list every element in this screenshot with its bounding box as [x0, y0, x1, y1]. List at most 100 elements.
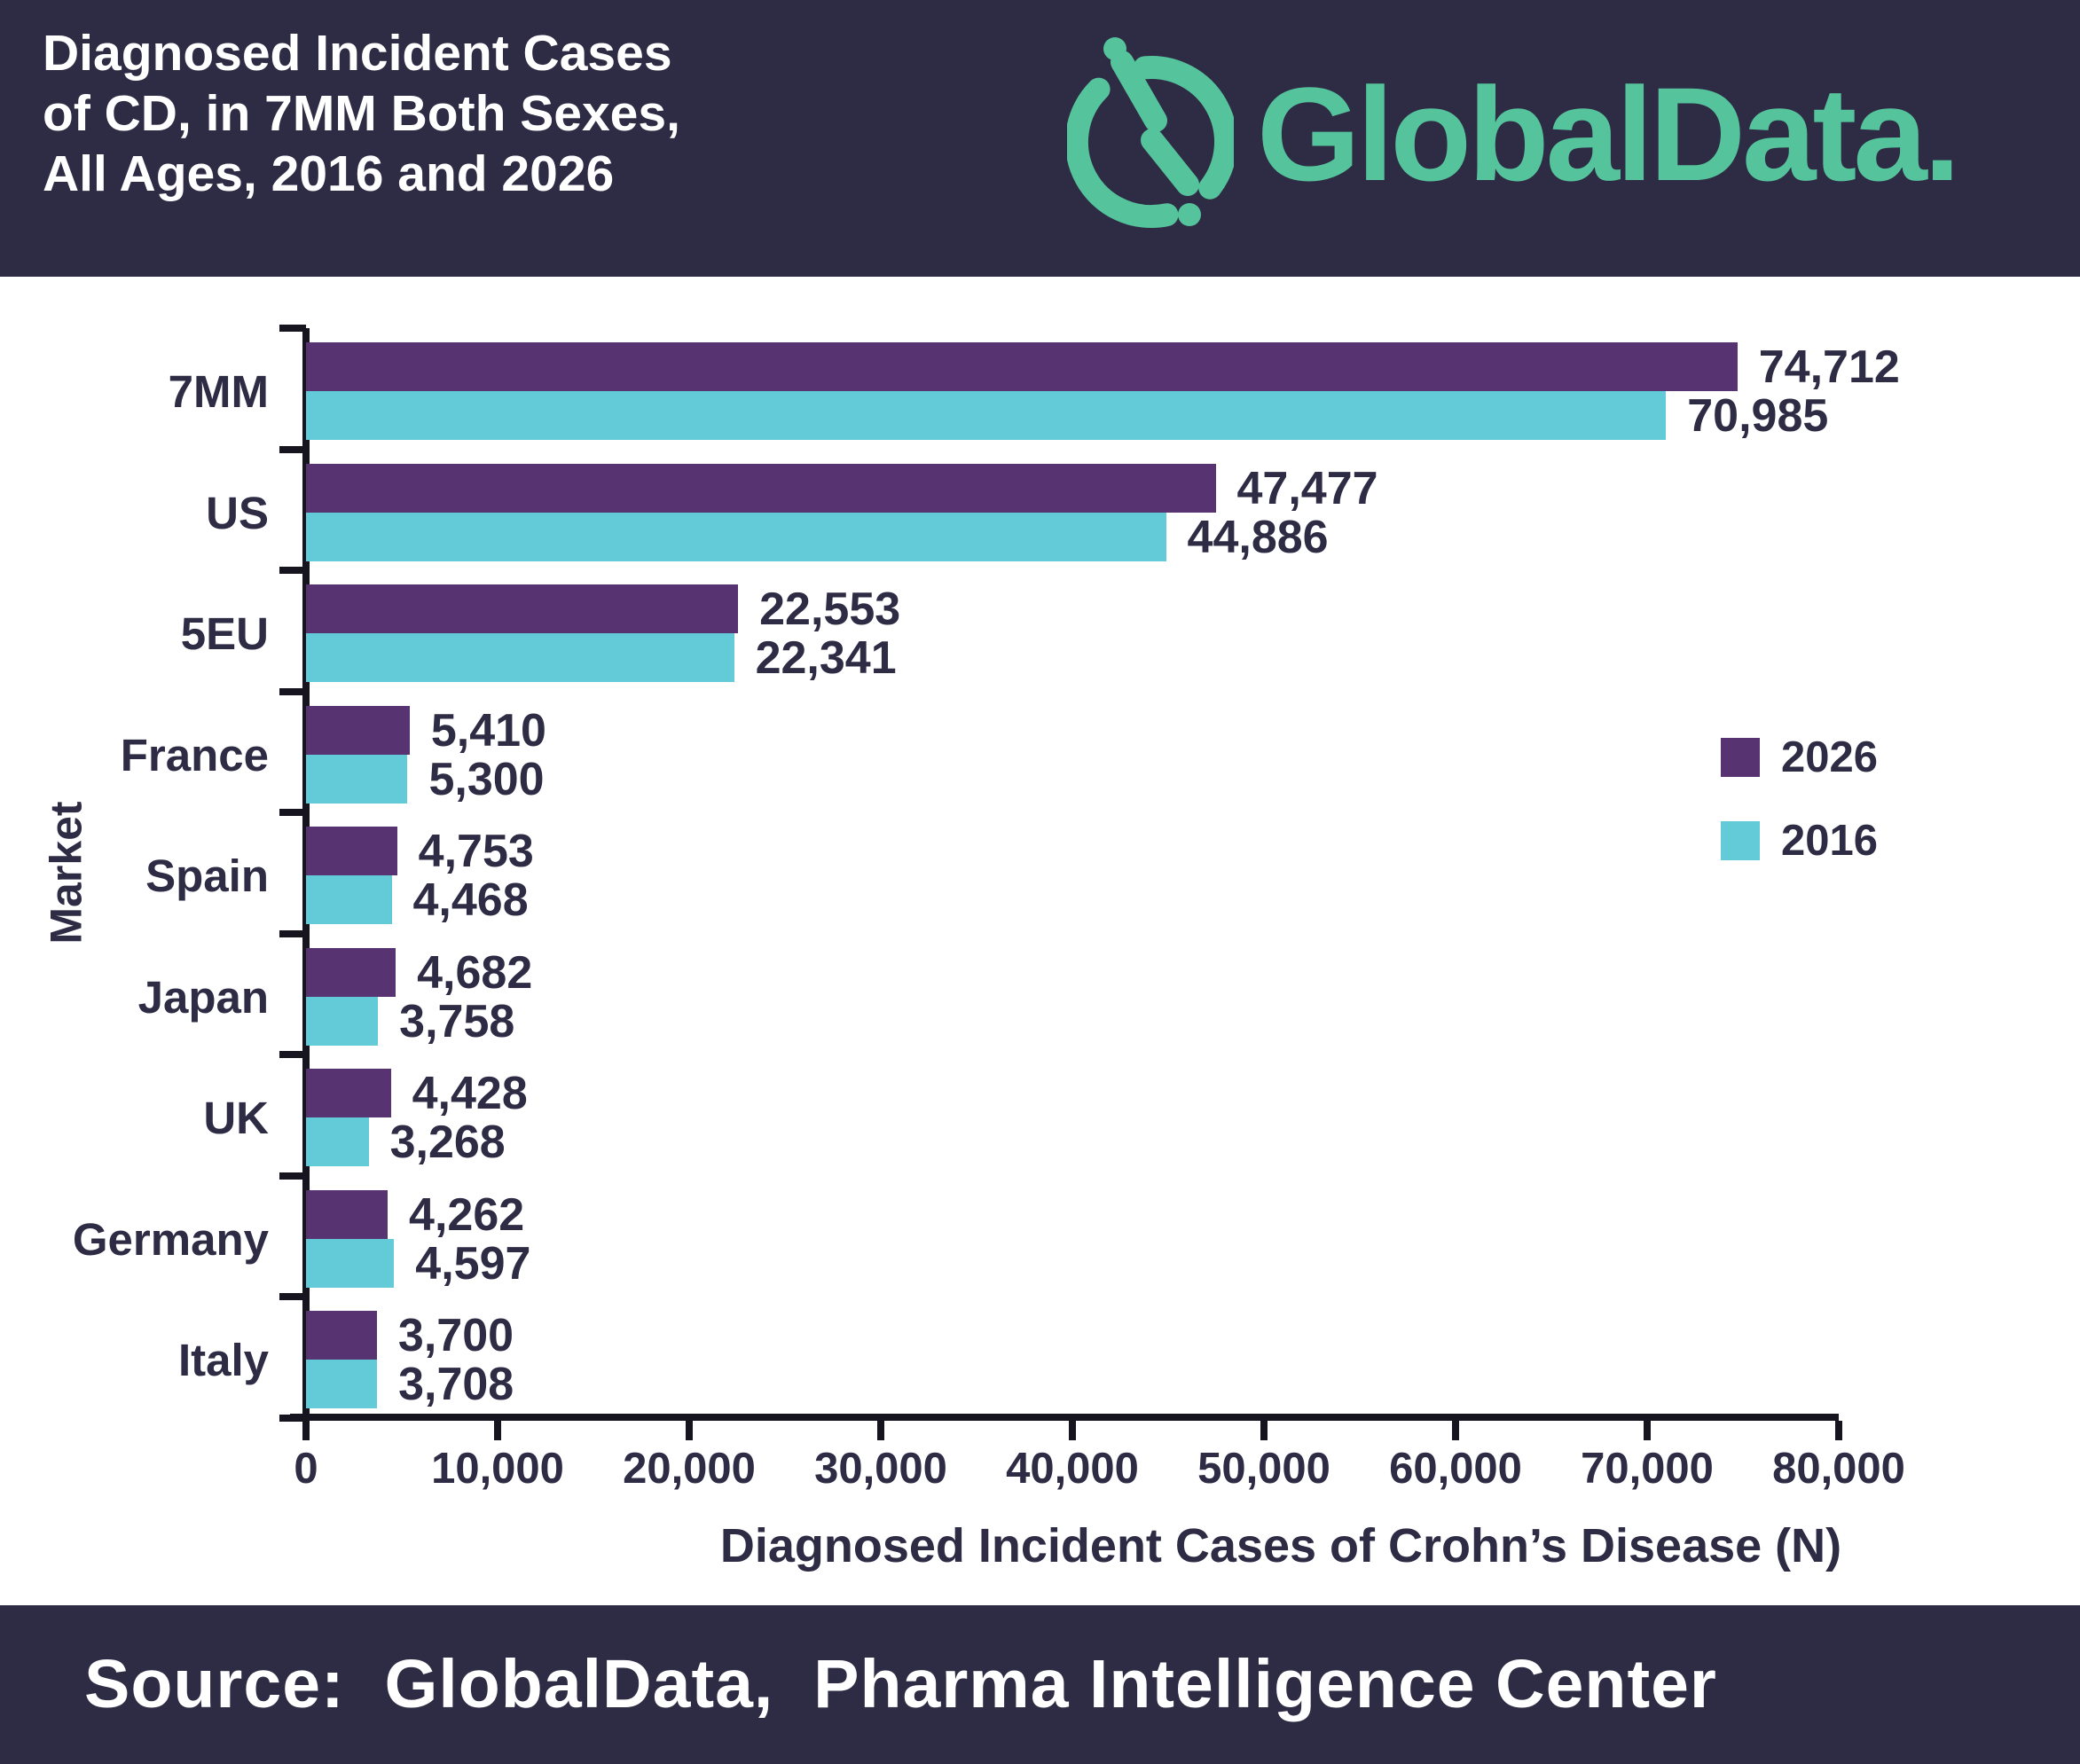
bar-group-UK: 4,428 3,268 [306, 1068, 1839, 1168]
category-label-UK: UK [203, 1092, 269, 1143]
bar-2026-US [306, 464, 1216, 513]
value-label-2016-Italy: 3,708 [398, 1358, 514, 1410]
y-tick [279, 1051, 306, 1058]
bar-2016-5EU [306, 633, 734, 682]
x-tick-label-70000: 70,000 [1581, 1445, 1714, 1493]
y-tick [279, 446, 306, 453]
x-tick-label-60000: 60,000 [1389, 1445, 1522, 1493]
y-tick [279, 567, 306, 574]
bar-2016-Germany [306, 1239, 395, 1288]
globaldata-logo: GlobalData. [1067, 35, 1960, 232]
globaldata-globe-icon [1067, 35, 1234, 232]
x-tick [1260, 1421, 1268, 1440]
bar-group-US: 47,477 44,886 [306, 462, 1839, 563]
bar-2016-France [306, 755, 408, 804]
legend: 2026 2016 [1721, 733, 1879, 865]
category-label-5EU: 5EU [180, 608, 269, 659]
bar-2026-5EU [306, 584, 739, 633]
value-label-2016-Spain: 4,468 [412, 874, 529, 926]
bar-group-Spain: 4,753 4,468 [306, 825, 1839, 926]
category-label-Italy: Italy [177, 1334, 269, 1385]
page-title: Diagnosed Incident Cases of CD, in 7MM B… [43, 23, 680, 204]
x-tick-label-80000: 80,000 [1772, 1445, 1905, 1493]
category-label-Spain: Spain [145, 850, 269, 901]
bar-2016-7MM [306, 391, 1667, 440]
x-tick-label-0: 0 [294, 1445, 318, 1493]
x-tick-label-50000: 50,000 [1197, 1445, 1330, 1493]
bar-group-5EU: 22,553 22,341 [306, 583, 1839, 684]
category-label-Germany: Germany [72, 1213, 269, 1265]
bar-2026-Japan [306, 948, 396, 997]
bar-2016-US [306, 513, 1166, 561]
bar-2016-UK [306, 1117, 369, 1166]
x-tick-label-40000: 40,000 [1006, 1445, 1139, 1493]
y-tick [279, 930, 306, 937]
legend-label-2016: 2016 [1781, 816, 1879, 865]
plot-area: 74,712 70,985 47,477 44,886 22,553 22,341 5,41… [306, 328, 1900, 1417]
x-tick-label-20000: 20,000 [623, 1445, 756, 1493]
bar-group-Japan: 4,682 3,758 [306, 946, 1839, 1047]
legend-item-2026: 2026 [1721, 733, 1879, 781]
title-line-3: All Ages, 2016 and 2026 [43, 145, 615, 202]
bar-group-Germany: 4,262 4,597 [306, 1188, 1839, 1290]
legend-swatch-2026 [1721, 738, 1760, 777]
title-line-2: of CD, in 7MM Both Sexes, [43, 85, 680, 142]
y-tick [279, 1415, 306, 1422]
value-label-2016-UK: 3,268 [389, 1116, 506, 1168]
x-tick [1835, 1421, 1842, 1440]
y-tick [279, 809, 306, 816]
bar-2026-Italy [306, 1311, 377, 1360]
footer: Source: GlobalData, Pharma Intelligence … [0, 1605, 2080, 1764]
value-label-2026-Italy: 3,700 [397, 1309, 514, 1361]
title-line-1: Diagnosed Incident Cases [43, 25, 672, 82]
y-tick [279, 688, 306, 695]
x-tick-label-30000: 30,000 [814, 1445, 947, 1493]
y-tick [279, 325, 306, 332]
value-label-2026-5EU: 22,553 [759, 583, 901, 635]
x-tick [494, 1421, 501, 1440]
source-text: Source: GlobalData, Pharma Intelligence … [84, 1646, 1717, 1722]
value-label-2016-Japan: 3,758 [399, 995, 515, 1047]
x-tick [1644, 1421, 1651, 1440]
y-tick [279, 1172, 306, 1180]
header: Diagnosed Incident Cases of CD, in 7MM B… [0, 0, 2080, 277]
x-tick-label-10000: 10,000 [431, 1445, 564, 1493]
x-axis-title: Diagnosed Incident Cases of Crohn’s Dise… [719, 1519, 1842, 1572]
bar-2016-Japan [306, 997, 379, 1046]
legend-label-2026: 2026 [1781, 733, 1879, 781]
globaldata-logo-text: GlobalData. [1257, 59, 1960, 208]
y-tick [279, 1293, 306, 1300]
bar-2026-Germany [306, 1190, 389, 1239]
value-label-2016-5EU: 22,341 [755, 631, 897, 684]
category-label-France: France [120, 729, 269, 780]
value-label-2016-Germany: 4,597 [415, 1237, 531, 1290]
bar-2026-UK [306, 1069, 391, 1117]
x-tick [302, 1421, 310, 1440]
legend-swatch-2016 [1721, 821, 1760, 860]
bar-2026-7MM [306, 342, 1738, 391]
value-label-2026-Germany: 4,262 [409, 1188, 525, 1241]
x-tick [877, 1421, 884, 1440]
value-label-2026-Spain: 4,753 [418, 825, 534, 877]
value-label-2016-7MM: 70,985 [1687, 389, 1829, 442]
bar-group-7MM: 74,712 70,985 [306, 341, 1900, 442]
value-label-2026-7MM: 74,712 [1758, 341, 1900, 393]
value-label-2016-US: 44,886 [1187, 511, 1329, 563]
x-tick [1069, 1421, 1076, 1440]
bar-group-France: 5,410 5,300 [306, 704, 1839, 805]
bar-2016-Italy [306, 1360, 378, 1408]
bar-2016-Spain [306, 875, 392, 924]
value-label-2016-France: 5,300 [428, 753, 545, 805]
value-label-2026-Japan: 4,682 [417, 946, 533, 999]
bar-group-Italy: 3,700 3,708 [306, 1309, 1839, 1410]
category-label-Japan: Japan [137, 971, 269, 1023]
category-label-US: US [206, 487, 269, 538]
x-tick [686, 1421, 693, 1440]
value-label-2026-France: 5,410 [430, 704, 546, 757]
legend-item-2016: 2016 [1721, 816, 1879, 865]
value-label-2026-US: 47,477 [1236, 462, 1378, 514]
category-label-7MM: 7MM [168, 365, 269, 417]
x-tick [1452, 1421, 1459, 1440]
bar-2026-France [306, 706, 410, 755]
